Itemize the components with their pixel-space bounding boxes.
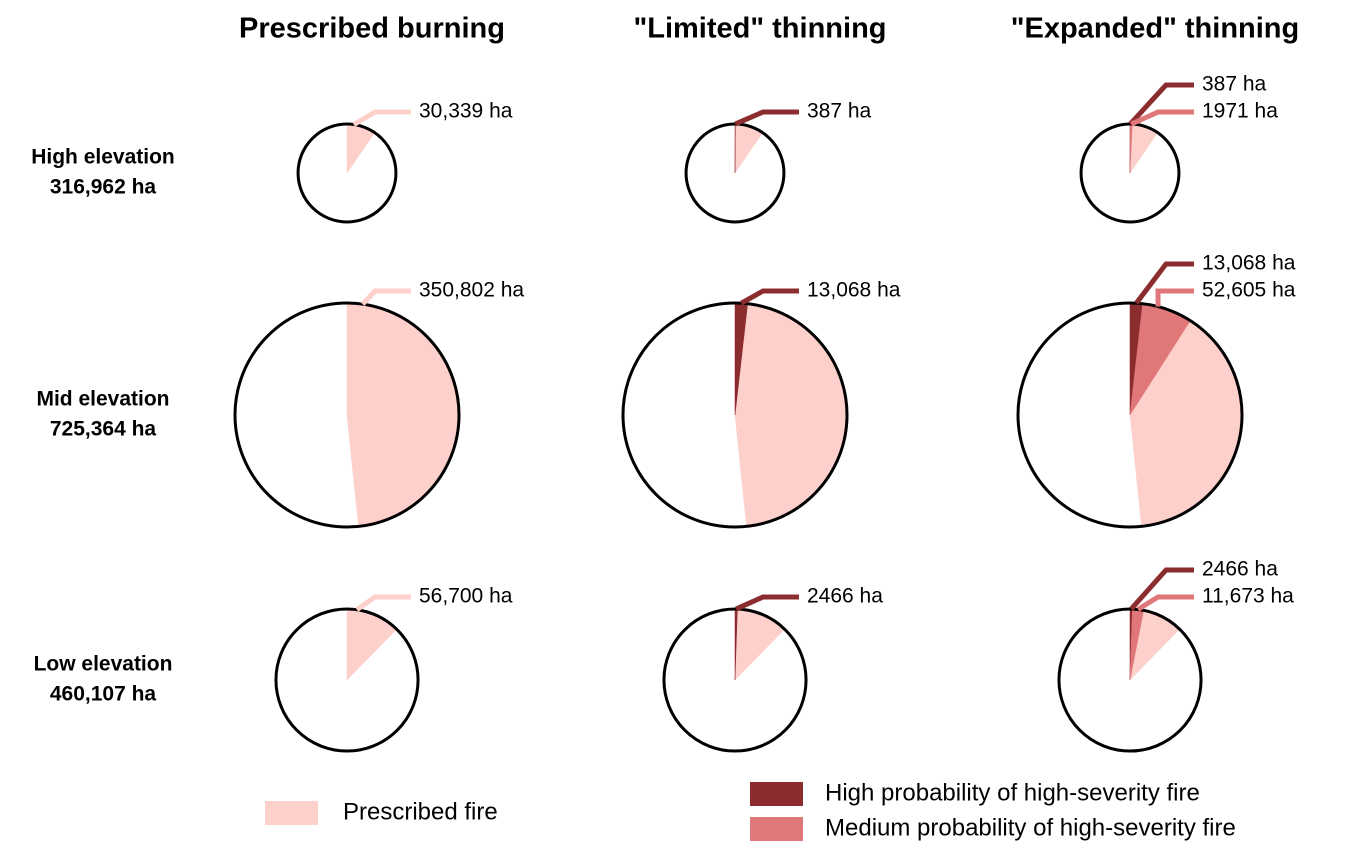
data-label: 350,802 ha [419, 279, 524, 302]
row-label: Low elevation [34, 653, 173, 676]
pie-slice [734, 302, 848, 527]
column-title: "Expanded" thinning [1011, 13, 1300, 45]
data-label: 2466 ha [1202, 558, 1278, 581]
data-label: 13,068 ha [1202, 252, 1296, 275]
pie-outline [1079, 122, 1181, 224]
pie-outline [621, 301, 849, 529]
legend-label: High probability of high-severity fire [825, 779, 1200, 806]
row-total: 460,107 ha [50, 683, 157, 706]
column-title: "Limited" thinning [633, 13, 886, 45]
leader-line [734, 109, 799, 127]
data-label: 1971 ha [1202, 100, 1278, 123]
legend-label: Prescribed fire [343, 798, 498, 825]
leader-line [352, 109, 411, 127]
data-label: 13,068 ha [807, 279, 901, 302]
data-label: 52,605 ha [1202, 279, 1296, 302]
row-label: High elevation [31, 146, 175, 169]
data-label: 387 ha [1202, 73, 1267, 96]
leader-line [1136, 594, 1194, 612]
pie-outline [1016, 301, 1244, 529]
row-label: Mid elevation [36, 388, 169, 411]
data-label: 11,673 ha [1202, 585, 1294, 608]
pie-outline [1057, 607, 1203, 753]
legend-label: Medium probability of high-severity fire [825, 814, 1236, 841]
leader-line [1130, 109, 1194, 127]
legend-swatch [265, 801, 318, 825]
pie-outline [684, 122, 786, 224]
data-label: 387 ha [807, 100, 872, 123]
row-total: 316,962 ha [50, 176, 157, 199]
row-total: 725,364 ha [50, 418, 157, 441]
leader-line [1129, 567, 1194, 611]
leader-line [355, 594, 411, 612]
column-title: Prescribed burning [239, 13, 505, 45]
leader-line [1134, 261, 1194, 305]
pie-outline [233, 301, 461, 529]
data-label: 30,339 ha [419, 100, 513, 123]
leader-line [735, 594, 799, 612]
leader-line [740, 288, 799, 306]
leader-line [360, 288, 411, 306]
data-label: 56,700 ha [419, 585, 513, 608]
pie-slice [346, 302, 460, 527]
legend-swatch [750, 782, 803, 806]
pie-outline [662, 607, 808, 753]
pie-outline [274, 607, 420, 753]
leader-line [1128, 82, 1194, 126]
data-label: 2466 ha [807, 585, 883, 608]
leader-line [1155, 288, 1194, 307]
pie-outline [296, 122, 398, 224]
legend-swatch [750, 817, 803, 841]
